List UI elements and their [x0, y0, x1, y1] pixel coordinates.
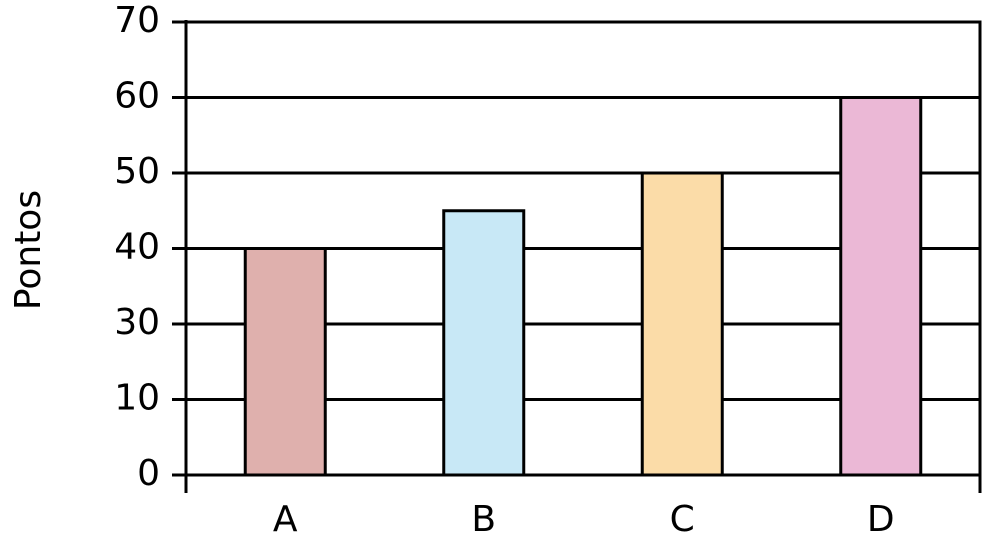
y-tick-label: 0 [137, 453, 160, 494]
bar [839, 96, 923, 477]
x-tick-label: C [670, 499, 695, 540]
y-axis-title: Pontos [8, 190, 49, 310]
y-tick-label: 30 [114, 302, 160, 343]
bar [640, 171, 724, 477]
x-tick-label: B [471, 499, 496, 540]
y-tick-label: 50 [114, 151, 160, 192]
bar [243, 247, 327, 477]
y-tick-label: 10 [114, 378, 160, 419]
x-tick-label: D [867, 499, 895, 540]
x-tick-label: A [273, 499, 298, 540]
y-tick-label: 70 [114, 0, 160, 41]
y-tick-label: 60 [114, 76, 160, 117]
bar [442, 209, 526, 477]
y-tick-label: 40 [114, 227, 160, 268]
